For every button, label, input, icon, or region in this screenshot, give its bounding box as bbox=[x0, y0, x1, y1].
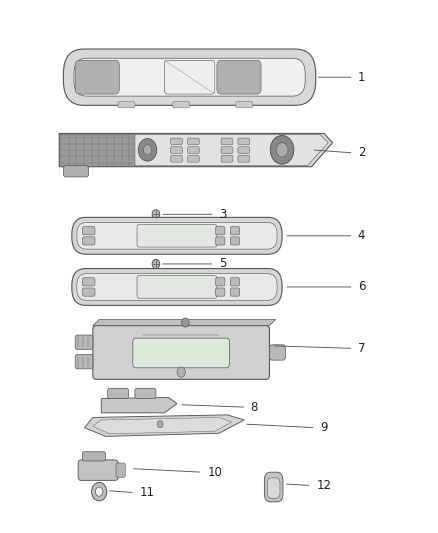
FancyBboxPatch shape bbox=[215, 227, 225, 235]
FancyBboxPatch shape bbox=[221, 138, 233, 145]
FancyBboxPatch shape bbox=[238, 156, 250, 162]
Circle shape bbox=[152, 209, 160, 219]
FancyBboxPatch shape bbox=[217, 60, 261, 94]
FancyBboxPatch shape bbox=[77, 273, 277, 300]
Text: 4: 4 bbox=[358, 229, 365, 243]
Circle shape bbox=[276, 143, 288, 157]
FancyBboxPatch shape bbox=[215, 278, 225, 286]
FancyBboxPatch shape bbox=[221, 156, 233, 162]
FancyBboxPatch shape bbox=[230, 288, 240, 296]
FancyBboxPatch shape bbox=[75, 354, 93, 369]
FancyBboxPatch shape bbox=[72, 269, 282, 305]
FancyBboxPatch shape bbox=[171, 156, 182, 162]
FancyBboxPatch shape bbox=[267, 478, 280, 498]
Circle shape bbox=[157, 421, 163, 427]
FancyBboxPatch shape bbox=[72, 217, 282, 254]
FancyBboxPatch shape bbox=[187, 147, 199, 154]
FancyBboxPatch shape bbox=[187, 156, 199, 162]
FancyBboxPatch shape bbox=[238, 138, 250, 145]
FancyBboxPatch shape bbox=[230, 278, 240, 286]
Polygon shape bbox=[93, 417, 232, 434]
FancyBboxPatch shape bbox=[215, 288, 225, 296]
FancyBboxPatch shape bbox=[171, 147, 182, 154]
FancyBboxPatch shape bbox=[82, 288, 95, 296]
Polygon shape bbox=[101, 398, 177, 413]
FancyBboxPatch shape bbox=[265, 472, 283, 502]
Circle shape bbox=[92, 482, 107, 501]
FancyBboxPatch shape bbox=[137, 224, 217, 247]
Text: 10: 10 bbox=[207, 466, 222, 479]
Circle shape bbox=[143, 145, 152, 155]
Circle shape bbox=[177, 367, 185, 377]
FancyBboxPatch shape bbox=[221, 147, 233, 154]
FancyBboxPatch shape bbox=[133, 338, 230, 368]
FancyBboxPatch shape bbox=[135, 388, 156, 399]
FancyBboxPatch shape bbox=[187, 138, 199, 145]
Polygon shape bbox=[59, 134, 135, 166]
FancyBboxPatch shape bbox=[215, 237, 225, 245]
Polygon shape bbox=[135, 134, 328, 166]
FancyBboxPatch shape bbox=[108, 388, 129, 399]
Text: 1: 1 bbox=[358, 71, 365, 84]
FancyBboxPatch shape bbox=[171, 138, 182, 145]
FancyBboxPatch shape bbox=[118, 102, 135, 108]
FancyBboxPatch shape bbox=[77, 222, 277, 249]
Text: 7: 7 bbox=[358, 342, 365, 355]
FancyBboxPatch shape bbox=[78, 460, 118, 480]
FancyBboxPatch shape bbox=[230, 227, 240, 235]
FancyBboxPatch shape bbox=[75, 60, 119, 94]
Text: 5: 5 bbox=[219, 257, 226, 270]
Text: 11: 11 bbox=[140, 486, 155, 499]
FancyBboxPatch shape bbox=[116, 463, 125, 478]
FancyBboxPatch shape bbox=[82, 237, 95, 245]
Polygon shape bbox=[93, 319, 276, 326]
FancyBboxPatch shape bbox=[82, 278, 95, 286]
Text: 6: 6 bbox=[358, 280, 365, 294]
Circle shape bbox=[182, 318, 189, 327]
FancyBboxPatch shape bbox=[64, 166, 88, 177]
FancyBboxPatch shape bbox=[82, 452, 106, 461]
Text: 3: 3 bbox=[219, 208, 226, 221]
FancyBboxPatch shape bbox=[64, 49, 316, 106]
FancyBboxPatch shape bbox=[75, 335, 93, 350]
Text: 12: 12 bbox=[317, 479, 332, 492]
Circle shape bbox=[138, 139, 157, 161]
Polygon shape bbox=[85, 415, 244, 437]
Text: 9: 9 bbox=[320, 421, 328, 434]
FancyBboxPatch shape bbox=[137, 276, 217, 298]
FancyBboxPatch shape bbox=[164, 60, 215, 94]
Text: 2: 2 bbox=[358, 147, 365, 159]
Circle shape bbox=[95, 487, 103, 496]
Circle shape bbox=[270, 135, 294, 164]
FancyBboxPatch shape bbox=[82, 227, 95, 235]
FancyBboxPatch shape bbox=[74, 58, 305, 96]
FancyBboxPatch shape bbox=[236, 102, 253, 108]
FancyBboxPatch shape bbox=[93, 326, 269, 379]
FancyBboxPatch shape bbox=[269, 345, 286, 360]
FancyBboxPatch shape bbox=[173, 102, 190, 108]
Text: 8: 8 bbox=[251, 401, 258, 414]
FancyBboxPatch shape bbox=[230, 237, 240, 245]
Circle shape bbox=[152, 260, 160, 269]
Polygon shape bbox=[59, 133, 332, 167]
FancyBboxPatch shape bbox=[238, 147, 250, 154]
